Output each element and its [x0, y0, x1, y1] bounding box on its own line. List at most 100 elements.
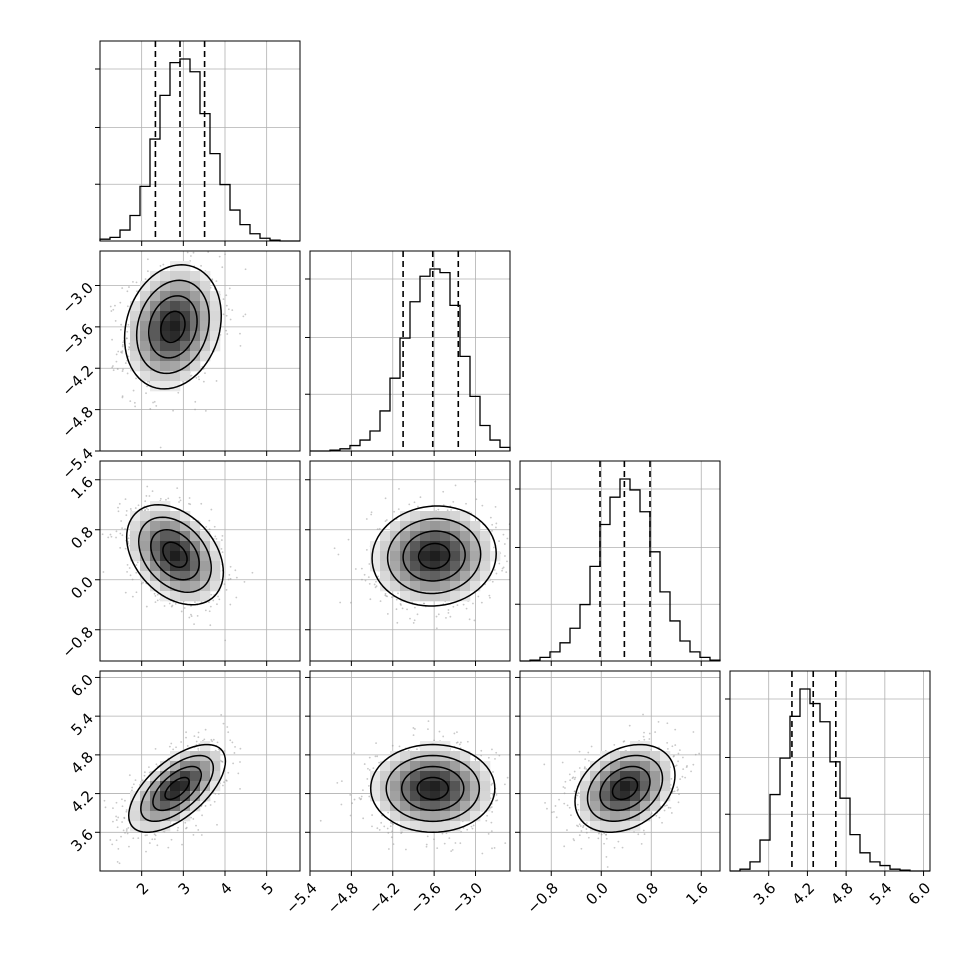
- density-cell: [430, 571, 441, 582]
- sample-point: [225, 294, 228, 297]
- sample-point: [220, 547, 223, 550]
- sample-point: [395, 598, 398, 601]
- sample-point: [136, 290, 138, 293]
- sample-point: [504, 555, 506, 557]
- sample-point: [376, 827, 379, 830]
- sample-point: [195, 376, 198, 379]
- density-cell: [400, 761, 411, 772]
- density-cell: [180, 761, 191, 772]
- density-cell: [450, 571, 461, 582]
- density-cell: [180, 271, 191, 282]
- sample-point: [471, 827, 474, 830]
- density-cell: [190, 571, 201, 582]
- sample-point: [385, 595, 388, 597]
- sample-point: [197, 736, 200, 739]
- density-cell: [190, 321, 201, 332]
- sample-point: [204, 372, 206, 375]
- sample-point: [514, 573, 516, 575]
- sample-point: [506, 537, 509, 540]
- sample-point: [208, 519, 211, 522]
- sample-point: [214, 792, 217, 795]
- sample-point: [209, 804, 212, 806]
- sample-point: [213, 525, 216, 528]
- density-cell: [480, 531, 491, 542]
- sample-point: [128, 845, 130, 848]
- sample-point: [148, 495, 151, 497]
- density-cell: [180, 811, 191, 822]
- sample-point: [217, 792, 220, 795]
- sample-point: [533, 780, 535, 782]
- density-cell: [450, 511, 461, 522]
- sample-point: [121, 345, 124, 348]
- sample-point: [419, 496, 422, 499]
- sample-point: [422, 602, 425, 605]
- density-cell: [150, 311, 161, 322]
- density-cell: [180, 331, 191, 342]
- sample-point: [234, 745, 236, 748]
- sample-point: [353, 752, 356, 755]
- sample-point: [218, 255, 221, 258]
- density-cell: [410, 751, 421, 762]
- density-cell: [150, 321, 161, 332]
- density-cell: [140, 821, 151, 832]
- sample-point: [350, 830, 353, 833]
- axes-frame: [99, 460, 301, 662]
- sample-point: [490, 830, 493, 833]
- sample-point: [194, 601, 196, 603]
- sample-point: [503, 543, 506, 545]
- sample-point: [398, 487, 400, 490]
- sample-point: [512, 585, 514, 587]
- density-cell: [160, 561, 171, 572]
- density-cell: [160, 341, 171, 352]
- sample-point: [119, 301, 122, 304]
- sample-point: [384, 497, 387, 500]
- sample-point: [385, 519, 388, 521]
- sample-point: [495, 793, 498, 796]
- sample-point: [225, 779, 228, 782]
- sample-point: [397, 508, 400, 511]
- density-cell: [130, 541, 141, 552]
- sample-point: [401, 607, 404, 610]
- sample-point: [204, 409, 207, 412]
- density-cell: [470, 551, 481, 562]
- density-cell: [380, 581, 391, 592]
- sample-point: [381, 814, 383, 817]
- sample-point: [412, 727, 415, 729]
- sample-point: [127, 826, 130, 829]
- density-cell: [210, 751, 221, 762]
- sample-point: [225, 588, 228, 591]
- density-cell: [450, 551, 461, 562]
- sample-point: [363, 573, 366, 576]
- density-cell: [450, 591, 461, 602]
- sample-point: [194, 247, 196, 249]
- sample-point: [112, 365, 114, 367]
- sample-point: [116, 826, 119, 829]
- sample-point: [459, 842, 462, 845]
- density-cell: [430, 581, 441, 592]
- density-cell: [140, 291, 151, 302]
- sample-point: [416, 748, 418, 751]
- sample-point: [119, 328, 122, 331]
- density-cell: [420, 821, 431, 832]
- sample-point: [122, 829, 125, 832]
- sample-point: [221, 534, 224, 537]
- density-cell: [440, 591, 451, 602]
- density-cell: [170, 771, 181, 782]
- density-cell: [150, 531, 161, 542]
- density-cell: [130, 361, 141, 372]
- sample-point: [470, 825, 473, 828]
- sample-point: [480, 749, 483, 752]
- sample-point: [378, 761, 380, 764]
- sample-point: [375, 580, 377, 583]
- sample-point: [494, 757, 496, 760]
- density-cell: [410, 521, 421, 532]
- sample-point: [146, 834, 148, 837]
- sample-point: [239, 747, 242, 750]
- sample-point: [222, 784, 224, 787]
- density-cell: [380, 761, 391, 772]
- density-cell: [150, 821, 161, 832]
- density-cell: [200, 341, 211, 352]
- sample-point: [491, 529, 493, 532]
- sample-point: [125, 829, 128, 832]
